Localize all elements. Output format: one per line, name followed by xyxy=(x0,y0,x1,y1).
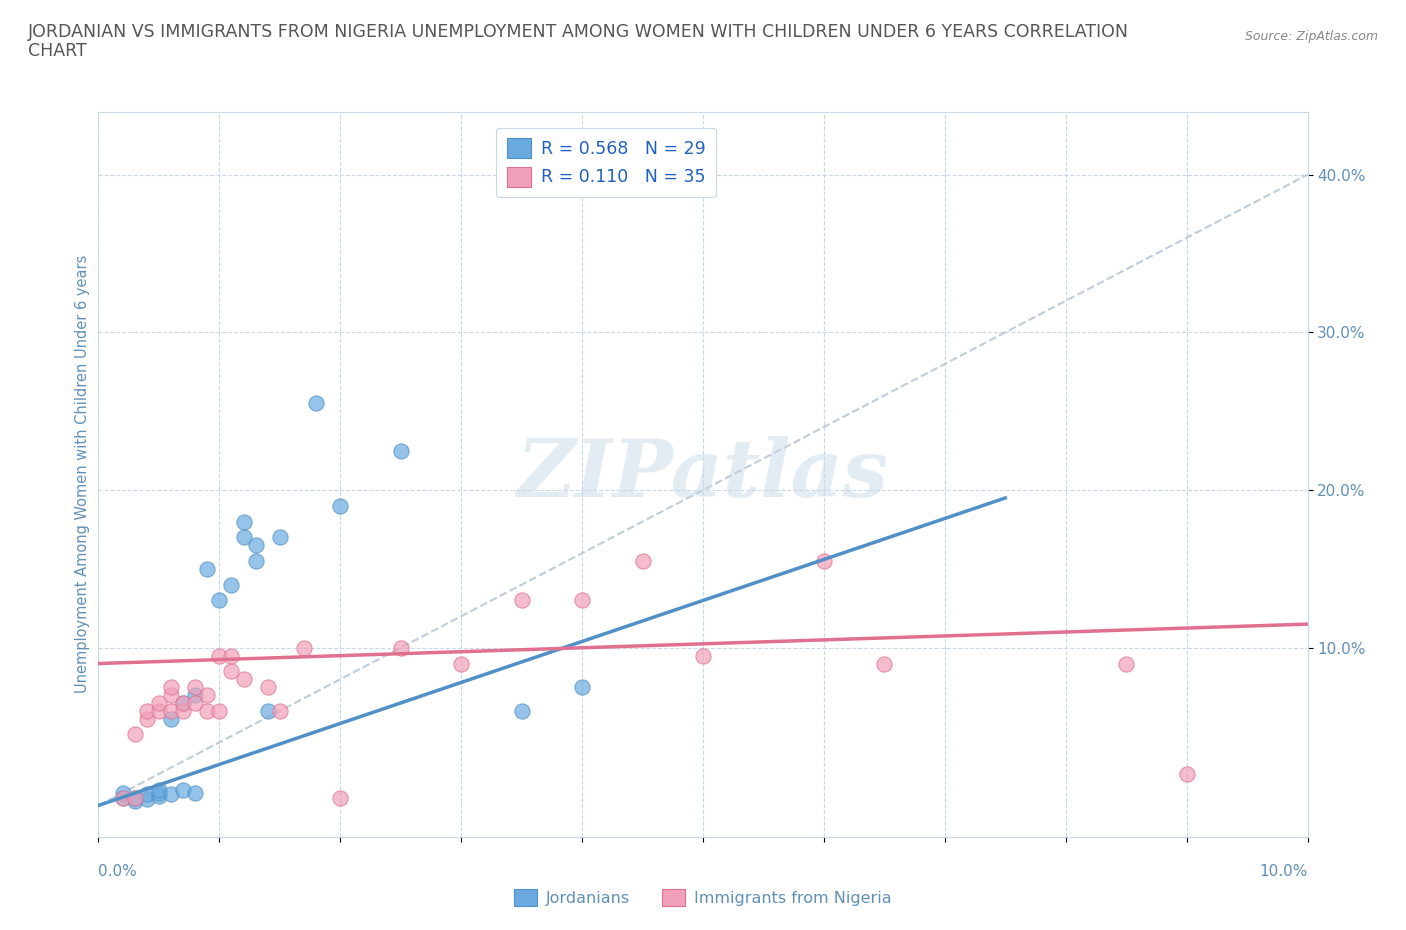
Point xyxy=(184,786,207,801)
Point xyxy=(1175,766,1198,781)
Point xyxy=(184,696,207,711)
Point xyxy=(111,786,134,801)
Point xyxy=(195,687,218,702)
Text: ZIPatlas: ZIPatlas xyxy=(517,435,889,513)
Point xyxy=(184,687,207,702)
Point xyxy=(148,786,170,801)
Point xyxy=(184,680,207,695)
Point xyxy=(148,696,170,711)
Point xyxy=(111,790,134,805)
Point xyxy=(124,793,146,808)
Point xyxy=(389,444,412,458)
Point xyxy=(148,703,170,718)
Point xyxy=(571,593,593,608)
Point xyxy=(124,790,146,805)
Point xyxy=(245,538,267,552)
Point xyxy=(135,703,157,718)
Point xyxy=(329,790,352,805)
Point xyxy=(208,648,231,663)
Point xyxy=(160,711,183,726)
Point xyxy=(172,696,194,711)
Y-axis label: Unemployment Among Women with Children Under 6 years: Unemployment Among Women with Children U… xyxy=(75,255,90,694)
Point xyxy=(256,680,278,695)
Point xyxy=(148,789,170,804)
Point xyxy=(232,530,254,545)
Text: CHART: CHART xyxy=(28,42,87,60)
Point xyxy=(172,696,194,711)
Point xyxy=(571,680,593,695)
Point xyxy=(135,787,157,802)
Point xyxy=(873,656,896,671)
Point xyxy=(208,593,231,608)
Text: JORDANIAN VS IMMIGRANTS FROM NIGERIA UNEMPLOYMENT AMONG WOMEN WITH CHILDREN UNDE: JORDANIAN VS IMMIGRANTS FROM NIGERIA UNE… xyxy=(28,23,1129,41)
Point xyxy=(160,680,183,695)
Point xyxy=(124,727,146,742)
Point xyxy=(269,530,291,545)
Point xyxy=(813,553,835,568)
Point xyxy=(160,703,183,718)
Point xyxy=(510,703,533,718)
Point xyxy=(135,711,157,726)
Point xyxy=(221,664,243,679)
Point xyxy=(305,396,328,411)
Text: 0.0%: 0.0% xyxy=(98,864,138,879)
Point xyxy=(256,703,278,718)
Point xyxy=(245,553,267,568)
Point xyxy=(269,703,291,718)
Point xyxy=(172,782,194,797)
Point xyxy=(135,791,157,806)
Point xyxy=(329,498,352,513)
Point xyxy=(195,703,218,718)
Point xyxy=(389,641,412,656)
Point xyxy=(111,790,134,805)
Point xyxy=(450,656,472,671)
Point xyxy=(1115,656,1137,671)
Point xyxy=(221,578,243,592)
Text: Source: ZipAtlas.com: Source: ZipAtlas.com xyxy=(1244,30,1378,43)
Point xyxy=(221,648,243,663)
Legend: Jordanians, Immigrants from Nigeria: Jordanians, Immigrants from Nigeria xyxy=(508,884,898,912)
Point xyxy=(292,641,315,656)
Point xyxy=(631,553,654,568)
Point xyxy=(195,562,218,577)
Point xyxy=(232,671,254,686)
Point xyxy=(208,703,231,718)
Point xyxy=(124,790,146,805)
Point xyxy=(232,514,254,529)
Point xyxy=(160,787,183,802)
Text: 10.0%: 10.0% xyxy=(1260,864,1308,879)
Point xyxy=(148,782,170,797)
Point xyxy=(172,703,194,718)
Point xyxy=(160,687,183,702)
Point xyxy=(510,593,533,608)
Point xyxy=(692,648,714,663)
